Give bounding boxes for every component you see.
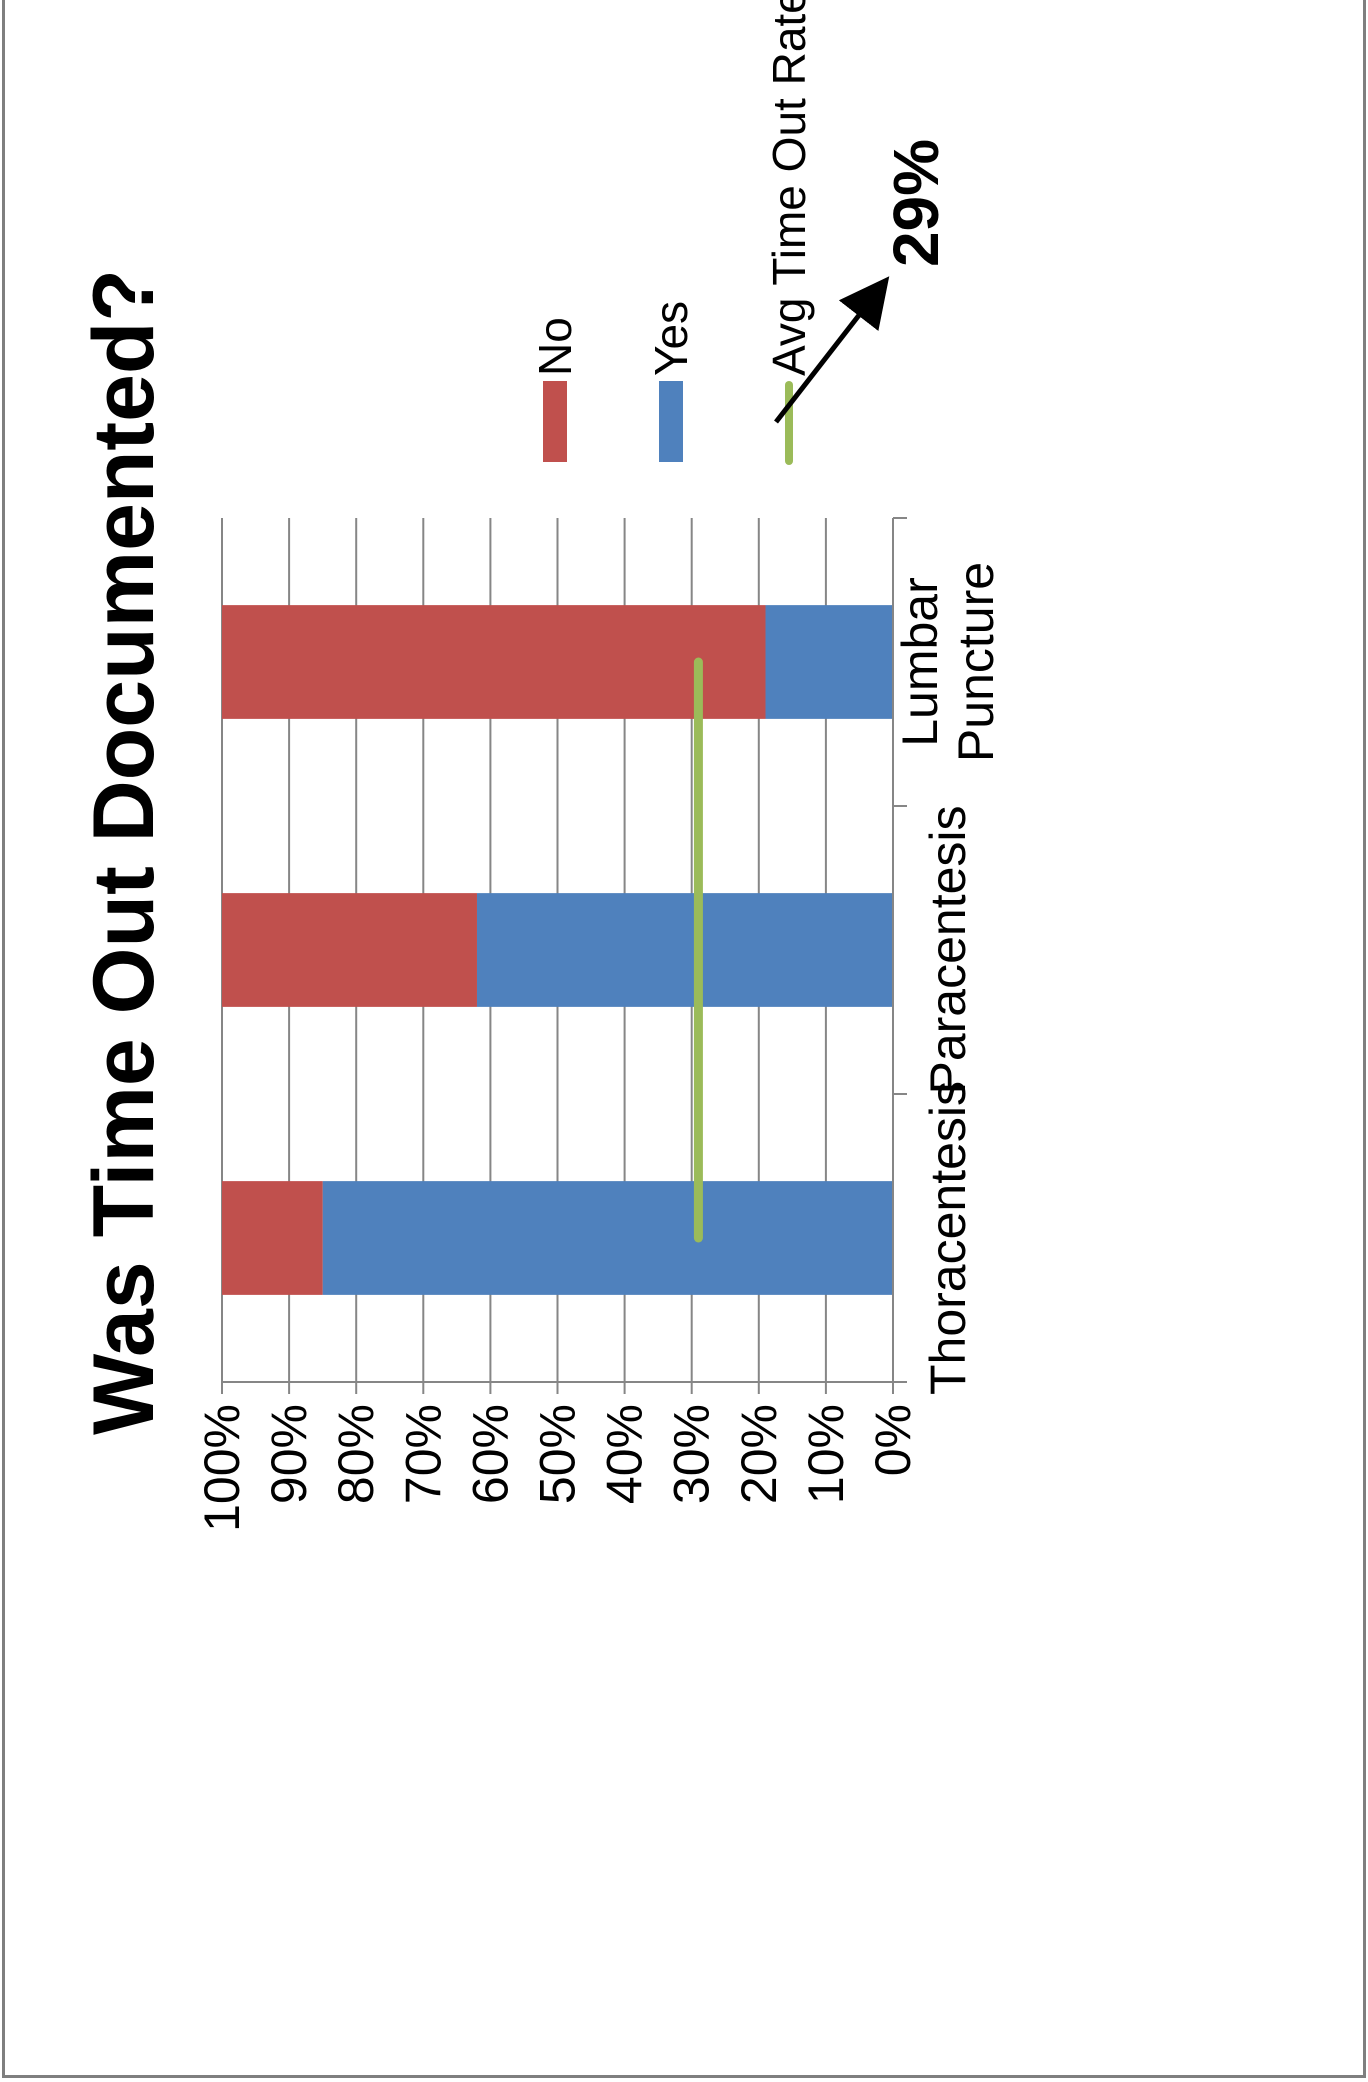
chart-title: Was Time Out Documented? (76, 269, 172, 1435)
legend-label: No (529, 317, 581, 376)
legend-swatch (543, 381, 567, 462)
chart-svg: Was Time Out Documented? 0%10%20%30%40%5… (76, 0, 1004, 1532)
category-label-line: Paracentesis (920, 805, 976, 1094)
annotation-arrow (774, 276, 890, 424)
category-label: Paracentesis (920, 805, 976, 1094)
category-label-line: Puncture (948, 562, 1004, 762)
bar-yes (765, 605, 893, 719)
y-tick-label: 60% (462, 1404, 518, 1504)
y-tick-label: 40% (597, 1404, 653, 1504)
annotation-group: 29% (774, 139, 952, 424)
legend-label: Avg Time Out Rate (763, 0, 815, 376)
y-tick-label: 30% (664, 1404, 720, 1504)
legend: No Yes Avg Time Out Rate (529, 0, 815, 465)
y-tick-label: 10% (798, 1404, 854, 1504)
category-label-line: Lumbar (892, 577, 948, 747)
y-tick-label: 90% (261, 1404, 317, 1504)
bar-no (222, 893, 477, 1007)
category-label: LumbarPuncture (892, 562, 1004, 762)
y-tick-label: 20% (731, 1404, 787, 1504)
title-group: Was Time Out Documented? (76, 269, 172, 1435)
annotation-label: 29% (880, 139, 952, 267)
category-label-line: Thoracentesis (920, 1081, 976, 1395)
y-tick-label: 100% (194, 1404, 250, 1532)
bar-no (222, 605, 766, 719)
bar-no (222, 1181, 323, 1295)
bar-yes (476, 893, 893, 1007)
y-tick-labels: 0%10%20%30%40%50%60%70%80%90%100% (194, 1404, 921, 1532)
bars (222, 605, 893, 1295)
legend-swatch (659, 381, 683, 462)
y-tick-label: 80% (328, 1404, 384, 1504)
bar-yes (322, 1181, 893, 1295)
legend-label: Yes (645, 301, 697, 376)
category-label: Thoracentesis (920, 1081, 976, 1395)
y-tick-label: 0% (865, 1404, 921, 1476)
y-tick-label: 70% (395, 1404, 451, 1504)
axes (221, 517, 907, 1394)
y-tick-label: 50% (530, 1404, 586, 1504)
